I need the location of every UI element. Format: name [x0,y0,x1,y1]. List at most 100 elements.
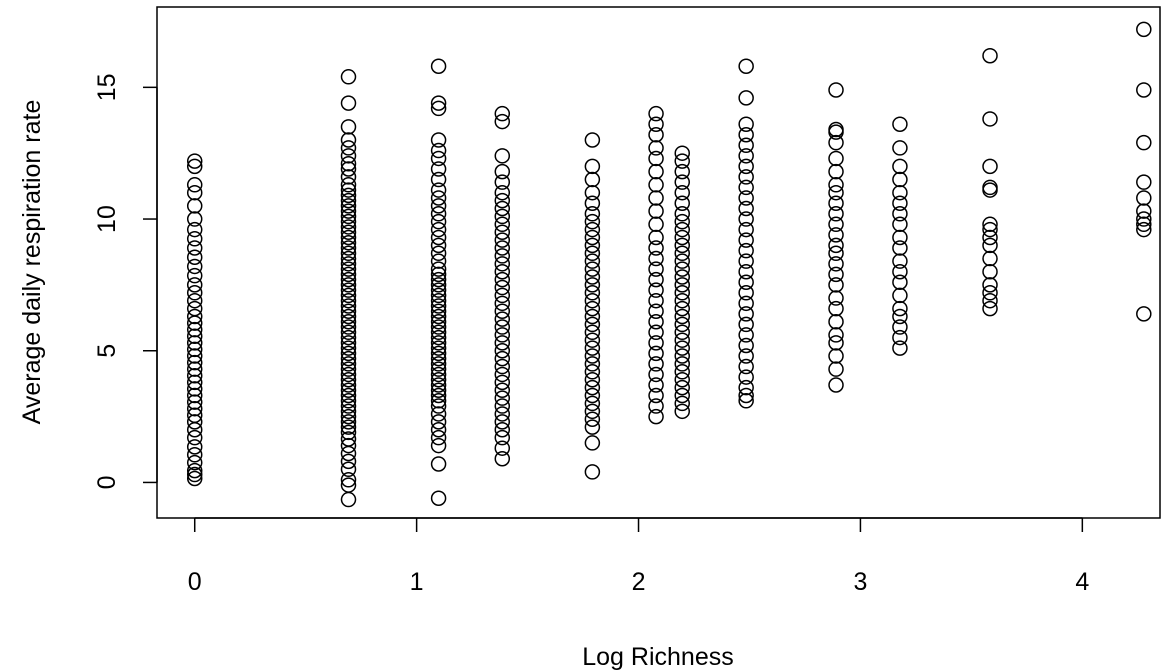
data-point [494,319,511,335]
data-point [340,140,357,156]
data-point [648,366,664,383]
data-point [340,250,357,267]
data-point [738,253,754,269]
data-point [494,390,511,406]
data-point [892,300,908,317]
data-point [738,148,754,164]
data-point [340,292,357,309]
data-point [340,403,357,420]
data-point [340,453,357,470]
data-point [892,240,908,256]
data-point [828,163,844,180]
data-point [430,308,447,325]
data-point [186,177,203,193]
data-point [648,398,664,414]
data-point [186,321,203,338]
data-point [430,237,447,254]
data-point [186,335,203,351]
data-point [186,414,203,430]
data-point [892,263,908,280]
data-point [430,345,447,362]
data-point [494,224,511,240]
data-point [828,237,844,254]
data-point [674,213,690,230]
data-point [674,371,690,388]
x-tick-label: 0 [188,568,202,596]
data-point [648,324,664,341]
data-point [494,295,511,312]
data-point [340,224,357,240]
data-point [430,266,447,283]
data-point [648,250,664,267]
data-point [828,256,844,272]
data-point [674,153,690,169]
data-point [828,82,844,98]
data-point [430,277,447,293]
data-point [648,271,664,288]
data-point [584,419,601,435]
data-point [430,171,447,188]
data-point [738,200,754,217]
data-point [494,311,511,327]
data-point [186,387,203,404]
data-point [738,285,754,301]
data-point [584,171,601,188]
data-point [674,253,690,269]
data-point [340,414,357,430]
data-point [340,282,357,298]
data-point [828,134,844,151]
data-point [738,58,754,75]
x-tick-label: 1 [410,568,424,596]
data-point [340,308,357,325]
data-point [340,69,357,85]
data-point [584,253,601,269]
data-point [186,249,203,265]
data-point [828,121,844,138]
data-point [828,314,844,330]
data-point [340,319,357,335]
y-tick-label: 0 [93,475,121,489]
data-point [340,287,357,304]
data-point [340,491,357,508]
data-point [584,300,601,317]
data-point [340,161,357,177]
data-point [584,261,601,277]
data-point [340,472,357,488]
data-point [494,342,511,359]
data-point [430,490,447,506]
data-point [584,229,601,246]
data-point [494,398,511,414]
data-point [892,171,908,188]
data-point [648,203,664,219]
data-point [340,477,357,493]
data-point [674,379,690,396]
data-point [340,329,357,346]
data-point [828,195,844,211]
data-point [1136,82,1152,98]
data-point [186,292,203,309]
data-point [828,266,844,283]
data-point [982,221,998,238]
data-point [340,398,357,414]
data-point [738,327,754,343]
data-point [430,406,447,422]
data-point [186,277,203,293]
data-point [340,182,357,198]
data-point [430,393,447,409]
data-point [982,277,998,293]
y-axis: 0 5 10 15 [93,73,158,489]
y-tick-label: 10 [93,205,121,233]
data-point [430,271,447,288]
data-point [892,206,908,222]
data-point [340,424,357,441]
data-point [648,335,664,351]
data-point [186,368,203,384]
data-point [494,440,511,456]
data-point [430,329,447,346]
data-point [430,377,447,393]
data-point [186,381,203,397]
data-point [340,208,357,225]
data-point [340,382,357,398]
data-point [584,464,601,480]
data-point [738,190,754,206]
